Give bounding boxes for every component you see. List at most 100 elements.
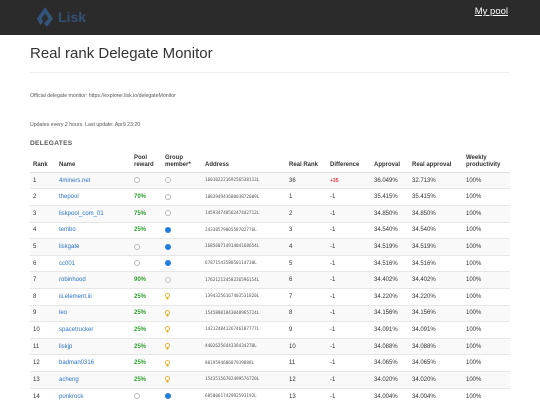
delegate-name-link[interactable]: badman0316 (59, 360, 95, 367)
pool-reward-cell: 75% (131, 204, 162, 223)
address-cell: 6787154358850114730L (202, 254, 286, 272)
delegate-name-link[interactable]: punkrock (59, 393, 84, 400)
real-approval-cell: 34.516% (409, 254, 463, 272)
address-cell: 10839494368003872009L (202, 188, 286, 206)
approval-cell: 34.402% (371, 271, 409, 289)
header-real-approval: Real approval (409, 153, 463, 173)
name-cell: cc001 (56, 254, 131, 272)
delegate-name-link[interactable]: spacetrucker (59, 326, 94, 333)
header-pool-reward: Pool reward (131, 153, 162, 173)
rank-cell: 1 (30, 171, 56, 189)
real-approval-cell: 34.156% (409, 304, 463, 322)
delegate-name-link[interactable]: tembo (59, 227, 76, 234)
difference-cell: -1 (327, 188, 371, 206)
difference-cell: -1 (327, 354, 371, 372)
approval-cell: 34.020% (371, 370, 409, 388)
delegate-name-link[interactable]: cc001 (59, 260, 76, 267)
no-reward-icon (134, 260, 140, 267)
no-reward-icon (134, 177, 140, 184)
lightbulb-icon (165, 376, 170, 383)
difference-cell: -1 (327, 387, 371, 405)
address-cell: 15458801843048965724L (202, 304, 286, 322)
real-rank-cell: 12 (286, 370, 327, 388)
address-cell: 15435156702499576720L (202, 370, 286, 388)
delegate-name-link[interactable]: robinhood (59, 277, 86, 284)
my-pool-link[interactable]: My pool (474, 6, 508, 17)
difference-value: -1 (330, 210, 336, 217)
rank-cell: 5 (30, 238, 56, 256)
rank-cell: 13 (30, 370, 56, 388)
difference-value: -1 (330, 243, 336, 250)
difference-value: -1 (330, 293, 336, 300)
pool-reward-cell: 25% (131, 221, 162, 239)
address-cell: 16010222169256538113L (202, 171, 286, 189)
non-member-icon (165, 210, 171, 217)
pool-reward: 25% (134, 360, 147, 367)
real-rank-cell: 8 (286, 304, 327, 322)
lightbulb-icon (165, 359, 170, 367)
name-cell: thepool (56, 188, 131, 206)
lisk-logo[interactable]: Lisk (36, 6, 86, 28)
approval-cell: 34.004% (371, 387, 409, 405)
difference-value: -1 (330, 376, 336, 383)
section-title: DELEGATES (30, 140, 73, 147)
productivity-cell: 100% (463, 337, 510, 355)
difference-cell: -1 (327, 221, 371, 239)
name-cell: liskjp (56, 337, 131, 355)
lightbulb-icon (165, 309, 170, 317)
difference-value: -1 (330, 277, 336, 284)
address-cell: 4402625644336434270L (202, 337, 286, 355)
address-cell: 16856071491404168654L (202, 238, 286, 256)
difference-value: -1 (330, 194, 336, 201)
delegate-name-link[interactable]: 4miners.net (59, 177, 91, 184)
group-member-icon (165, 243, 171, 250)
difference-cell: -1 (327, 287, 371, 306)
table-row: 3 liskpool_com_01 75% 14593474056247442712L… (30, 204, 510, 223)
delegate-name-link[interactable]: acheng (59, 376, 79, 383)
header-name: Name (56, 153, 131, 173)
group-member-cell (162, 238, 202, 256)
address-cell: 17621212458226596154L (202, 271, 286, 289)
real-approval-cell: 34.088% (409, 337, 463, 355)
pool-reward: 25% (134, 293, 147, 300)
group-member-cell (162, 354, 202, 372)
address-cell: 801959460607939888L (202, 354, 286, 372)
productivity-cell: 100% (463, 238, 510, 256)
lightbulb-icon (165, 326, 170, 333)
delegate-name-link[interactable]: thepool (59, 194, 79, 201)
real-rank-cell: 10 (286, 337, 327, 355)
rank-cell: 7 (30, 271, 56, 289)
rank-cell: 9 (30, 304, 56, 322)
delegate-name-link[interactable]: liskjp (59, 343, 73, 350)
no-reward-icon (134, 243, 140, 250)
difference-cell: -1 (327, 238, 371, 256)
rank-cell: 8 (30, 287, 56, 306)
delegate-name-link[interactable]: liskpool_com_01 (59, 210, 104, 217)
table-row: 11 liskjp 25% 4402625644336434270L 10 -1 34.08… (30, 337, 510, 355)
delegate-name-link[interactable]: leo (59, 310, 68, 317)
rank-cell: 2 (30, 188, 56, 206)
approval-cell: 36.049% (371, 171, 409, 189)
real-rank-cell: 1 (286, 188, 327, 206)
productivity-cell: 100% (463, 271, 510, 289)
group-member-cell (162, 221, 202, 239)
approval-cell: 34.065% (371, 354, 409, 372)
real-approval-cell: 34.220% (409, 287, 463, 306)
real-rank-cell: 36 (286, 171, 327, 189)
pool-reward-cell (131, 171, 162, 189)
group-member-icon (165, 260, 171, 267)
lisk-logo-icon (36, 7, 54, 27)
header-rank: Rank (30, 153, 56, 173)
table-row: 5 liskgate 16856071491404168654L 4 -1 34.519%… (30, 238, 510, 256)
difference-cell: -1 (327, 204, 371, 223)
top-navbar: Lisk My pool (0, 0, 540, 35)
rank-cell: 4 (30, 221, 56, 239)
productivity-cell: 100% (463, 387, 510, 405)
delegate-name-link[interactable]: liskgate (59, 243, 80, 250)
delegate-name-link[interactable]: iii.element.iii (59, 293, 92, 300)
rank-cell: 11 (30, 337, 56, 355)
pool-reward-cell (131, 254, 162, 272)
table-row: 6 cc001 6787154358850114730L 5 -1 34.516% 34.5… (30, 254, 510, 272)
pool-reward-cell (131, 387, 162, 405)
header-real-rank: Real Rank (286, 153, 327, 173)
